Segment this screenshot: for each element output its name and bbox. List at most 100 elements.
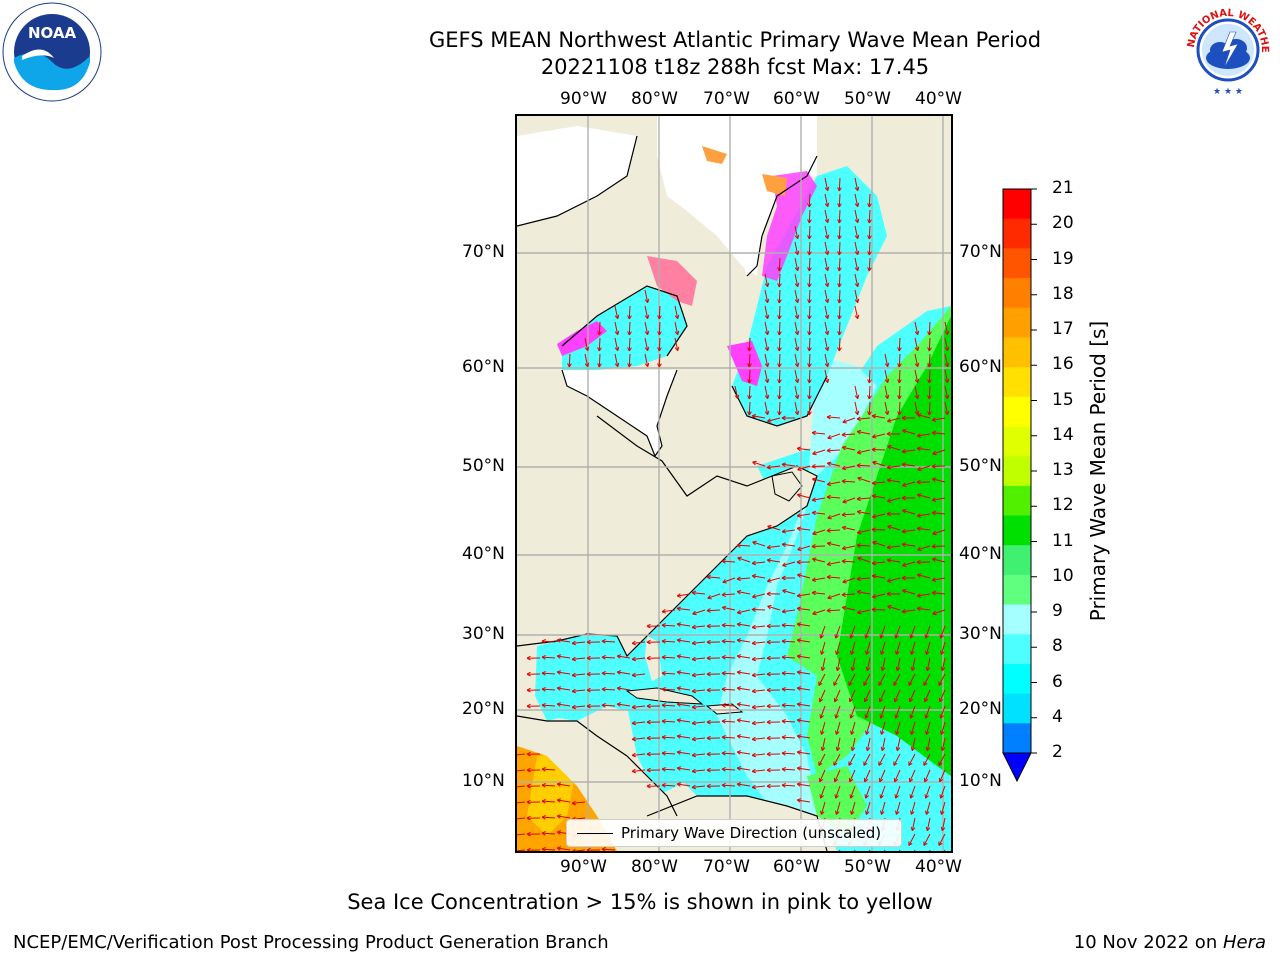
wave-arrow-head: [676, 703, 681, 707]
wave-arrow: [894, 689, 901, 703]
wave-arrow-head: [736, 609, 741, 614]
wave-arrow-head: [887, 578, 891, 582]
wave-arrow-head: [925, 810, 927, 815]
wave-arrow: [721, 720, 736, 723]
wave-arrow: [721, 640, 736, 643]
wave-arrow-head: [901, 463, 906, 468]
wave-arrow: [674, 337, 679, 351]
wave-arrow-head: [931, 592, 936, 596]
wave-arrow-head: [886, 593, 891, 597]
wave-arrow: [925, 785, 931, 799]
wave-arrow-head: [751, 690, 756, 694]
wave-arrow-head: [691, 736, 696, 740]
wave-arrow-head: [932, 610, 936, 615]
lon-tick-top-60w: 60°W: [773, 89, 820, 109]
wave-arrow-head: [781, 640, 786, 644]
wave-arrow-head: [812, 450, 816, 455]
wave-arrow-head: [691, 674, 696, 678]
wave-arrow-head: [584, 363, 589, 368]
wave-arrow-head: [880, 746, 883, 751]
lon-tick-bottom-50w: 50°W: [844, 857, 891, 877]
newfoundland: [771, 471, 803, 502]
wave-arrow-head: [856, 576, 861, 580]
wave-arrow: [541, 816, 556, 819]
wave-arrow: [818, 673, 826, 686]
wave-arrow-head: [796, 513, 801, 517]
wave-arrow-head: [932, 557, 937, 560]
wave-arrow-head: [864, 699, 869, 703]
wave-arrow: [910, 785, 916, 799]
wave-arrow-head: [808, 219, 812, 224]
wave-arrow-head: [781, 462, 787, 465]
wave-arrow: [812, 609, 826, 615]
wave-arrow-head: [841, 606, 846, 611]
wave-arrow-head: [879, 794, 882, 799]
wave-arrow-head: [857, 452, 862, 455]
wave-arrow-head: [909, 794, 912, 799]
wave-arrow-head: [916, 527, 921, 532]
wave-arrow: [833, 753, 841, 766]
wave-arrow-head: [925, 730, 927, 735]
wave-arrow: [842, 446, 856, 451]
wave-arrow-head: [541, 704, 546, 708]
wave-arrow-head: [854, 219, 859, 224]
wave-arrow-head: [796, 559, 801, 563]
wave-arrow-head: [646, 785, 651, 789]
wave-arrow: [821, 657, 826, 671]
wave-arrow-head: [854, 315, 859, 320]
wave-arrow-head: [836, 667, 841, 672]
wave-arrow-head: [926, 651, 930, 655]
wave-arrow-head: [807, 267, 810, 272]
wave-arrow-head: [571, 656, 576, 660]
wave-arrow: [895, 625, 901, 639]
wave-arrow-head: [819, 794, 822, 799]
wave-arrow: [782, 463, 796, 467]
wave-arrow: [836, 737, 841, 751]
wave-arrow-head: [721, 606, 726, 611]
wave-arrow: [931, 465, 946, 467]
wave-arrow: [868, 209, 871, 224]
wave-arrow-head: [842, 419, 846, 423]
wave-arrow: [794, 369, 799, 383]
wave-arrow-head: [797, 686, 802, 689]
wave-arrow-head: [895, 715, 899, 719]
wave-arrow-head: [866, 811, 870, 815]
wave-arrow: [884, 385, 889, 399]
wave-arrow-head: [927, 395, 930, 400]
wave-arrow: [737, 591, 751, 595]
wave-arrow-head: [886, 431, 891, 435]
wave-arrow-head: [836, 747, 841, 752]
wave-arrow-head: [661, 782, 666, 786]
wave-arrow: [797, 513, 811, 517]
wave-arrow-head: [721, 734, 726, 738]
wave-arrow-head: [812, 610, 816, 615]
wave-arrow-head: [526, 815, 531, 819]
wave-arrow-head: [842, 501, 847, 504]
ocean-green-south: [807, 766, 867, 836]
wave-arrow-head: [617, 702, 622, 705]
wave-arrow: [778, 353, 781, 368]
wave-arrow: [824, 321, 829, 335]
wave-arrow-head: [916, 606, 921, 609]
wave-arrow: [908, 833, 916, 846]
wave-arrow-head: [887, 394, 890, 399]
wave-arrow-head: [692, 610, 696, 615]
wave-arrow-head: [887, 418, 891, 422]
wave-arrow-head: [766, 687, 771, 691]
wave-arrow-head: [880, 635, 884, 639]
wave-arrow-head: [646, 783, 651, 787]
cuba: [625, 687, 704, 705]
wave-arrow: [632, 721, 646, 724]
wave-arrow-head: [867, 379, 870, 384]
wave-arrow-head: [721, 704, 726, 708]
wave-arrow-head: [826, 450, 831, 453]
wave-arrow-head: [850, 795, 854, 799]
wave-arrow: [721, 704, 736, 707]
lat-tick-right-50n: 50°N: [959, 456, 1002, 476]
wave-arrow: [857, 529, 871, 534]
wave-arrow-head: [863, 762, 868, 766]
wave-arrow-head: [886, 513, 891, 517]
wave-arrow: [661, 656, 676, 659]
wave-arrow-head: [841, 545, 846, 550]
wave-arrow-head: [917, 493, 922, 496]
